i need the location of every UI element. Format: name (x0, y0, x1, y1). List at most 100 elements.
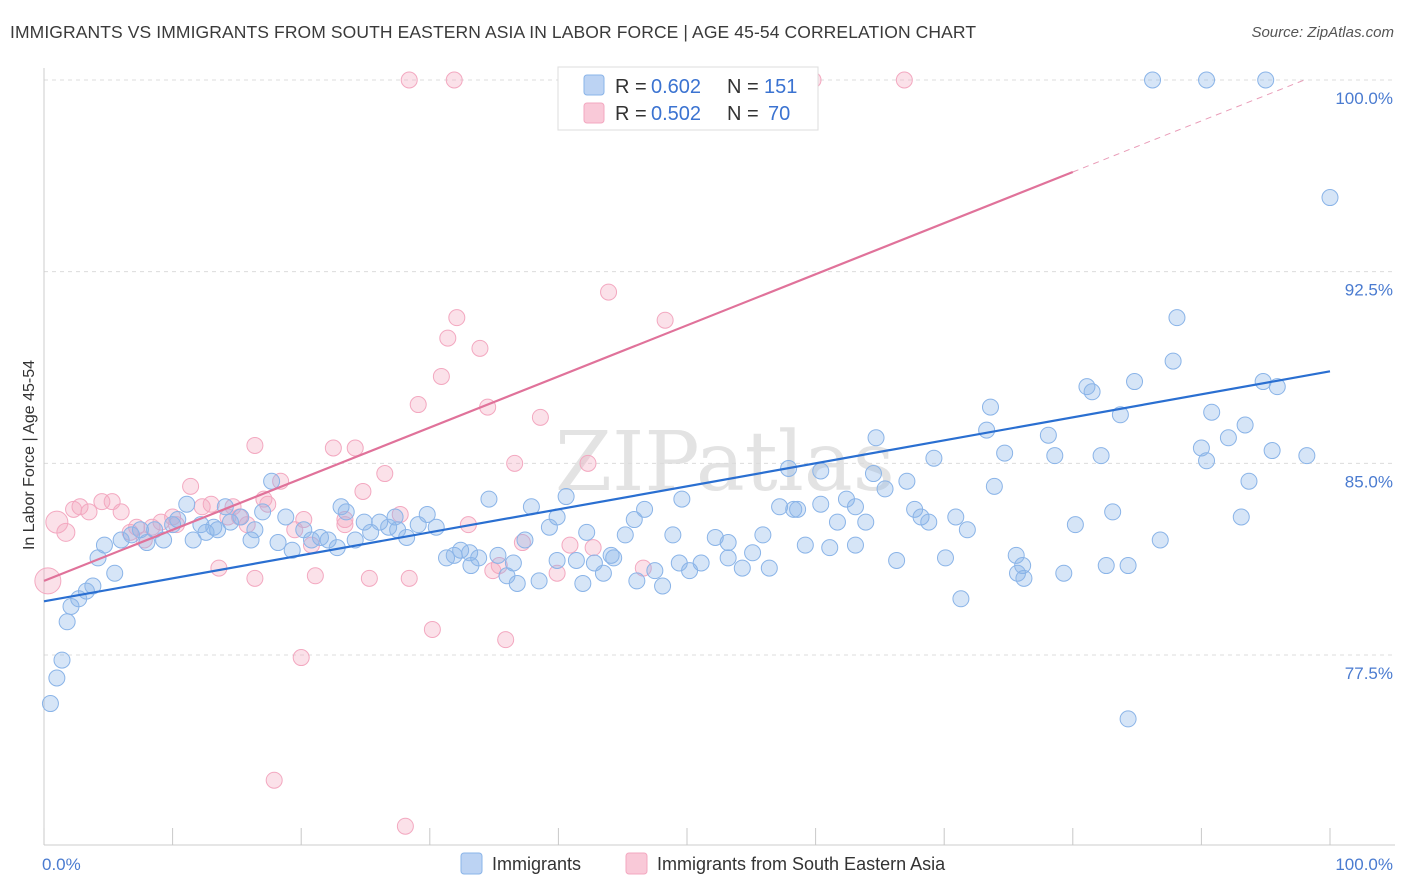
gridlines (44, 79, 1395, 656)
blue-point (1164, 352, 1182, 370)
blue-point (232, 508, 250, 526)
blue-point (242, 531, 260, 549)
blue-point (821, 539, 839, 557)
legend-n-label-2: N = (727, 103, 759, 125)
blue-point (1298, 447, 1316, 465)
blue-point (112, 531, 130, 549)
pink-point (531, 408, 549, 426)
blue-point (389, 521, 407, 539)
legend-swatch-blue (583, 74, 605, 96)
blue-point (1039, 426, 1057, 444)
blue-point (846, 536, 864, 554)
blue-point (337, 503, 355, 521)
blue-point (920, 513, 938, 531)
blue-point (952, 590, 970, 608)
chart-title: IMMIGRANTS VS IMMIGRANTS FROM SOUTH EAST… (10, 22, 977, 42)
blue-point (548, 551, 566, 569)
blue-point (1203, 403, 1221, 421)
blue-point (898, 472, 916, 490)
blue-point (1007, 546, 1025, 564)
y-tick-label: 92.5% (1345, 281, 1393, 300)
blue-point (1151, 531, 1169, 549)
pink-point (548, 564, 566, 582)
tick-labels: 77.5% 85.0% 92.5% 100.0% 0.0% 100.0% (42, 89, 1393, 874)
axes (43, 68, 1395, 846)
pink-point (246, 436, 264, 454)
blue-point (1219, 429, 1237, 447)
blue-point (462, 557, 480, 575)
pink-point (471, 339, 489, 357)
pink-point (656, 311, 674, 329)
blue-point (692, 554, 710, 572)
pink-point (513, 534, 531, 552)
pink-point (34, 567, 62, 595)
blue-point (1263, 442, 1281, 460)
blue-point (1046, 447, 1064, 465)
blue-point (567, 551, 585, 569)
blue-point (636, 500, 654, 518)
blue-point (1144, 71, 1162, 89)
blue-point (106, 564, 124, 582)
legend-n-value-1: 151 (764, 76, 797, 98)
blue-point (269, 534, 287, 552)
legend-r-label-1: R = (615, 76, 647, 98)
blue-point (504, 554, 522, 572)
pink-point (306, 567, 324, 585)
pink-point (584, 539, 602, 557)
blue-point (719, 534, 737, 552)
pink-point (336, 516, 354, 534)
blue-point (557, 488, 575, 506)
blue-point (876, 480, 894, 498)
blue-point (602, 546, 620, 564)
legend-n-label-1: N = (727, 76, 759, 98)
blue-point (578, 523, 596, 541)
blue-point (530, 572, 548, 590)
bottom-legend-label-1: Immigrants (492, 854, 581, 874)
blue-point (58, 613, 76, 631)
pink-point (93, 493, 111, 511)
blue-point (461, 544, 479, 562)
blue-point (828, 513, 846, 531)
pink-point (423, 620, 441, 638)
blue-point (1078, 378, 1096, 396)
pink-point (561, 536, 579, 554)
blue-point (706, 528, 724, 546)
blue-point (95, 536, 113, 554)
pink-point (376, 465, 394, 483)
blue-point (277, 508, 295, 526)
blue-point (616, 526, 634, 544)
blue-point (254, 503, 272, 521)
blue-point (673, 490, 691, 508)
blue-point (978, 421, 996, 439)
x-tick-label-min: 0.0% (42, 855, 81, 874)
pink-point (202, 495, 220, 513)
blue-point (1111, 406, 1129, 424)
pink-point (346, 439, 364, 457)
blue-point (1126, 373, 1144, 391)
y-tick-label: 77.5% (1345, 664, 1393, 683)
y-tick-label: 100.0% (1335, 89, 1393, 108)
blue-point (221, 513, 239, 531)
blue-point (1066, 516, 1084, 534)
blue-point (184, 531, 202, 549)
blue-point (785, 500, 803, 518)
blue-point (1168, 309, 1186, 327)
blue-point (1119, 710, 1137, 728)
blue-point (386, 508, 404, 526)
legend-r-value-1: 0.602 (651, 76, 701, 98)
pink-point (497, 631, 515, 649)
blue-point (122, 526, 140, 544)
source-label: Source: ZipAtlas.com (1251, 24, 1394, 41)
blue-point (1083, 383, 1101, 401)
legend-n-value-2: 70 (768, 103, 790, 125)
blue-point (925, 449, 943, 467)
blue-point (1232, 508, 1250, 526)
pink-point (448, 309, 466, 327)
blue-point (489, 546, 507, 564)
legend-swatch-pink (583, 102, 605, 124)
pink-point (600, 283, 618, 301)
pink-point (484, 562, 502, 580)
blue-point (1092, 447, 1110, 465)
blue-point (646, 562, 664, 580)
blue-point (985, 477, 1003, 495)
